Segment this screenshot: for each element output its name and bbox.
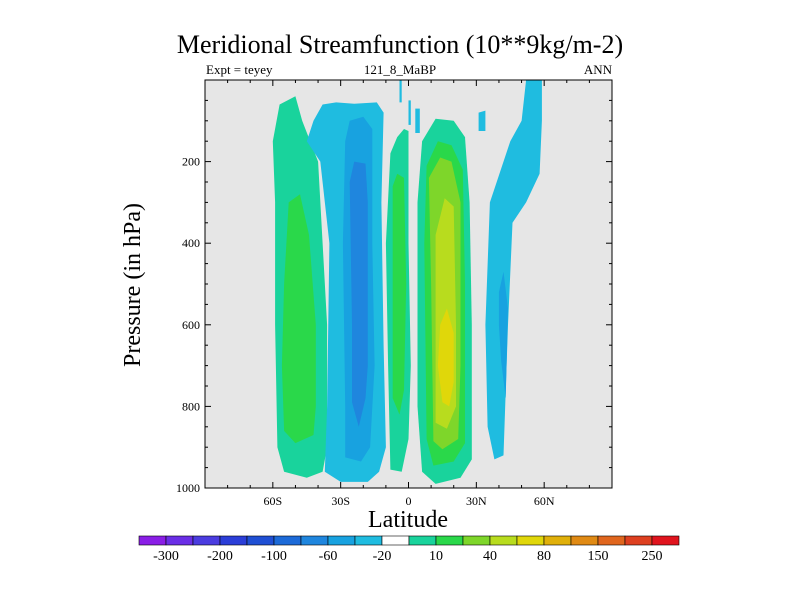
colorbar-swatch bbox=[138, 535, 167, 546]
colorbar-swatch bbox=[597, 535, 626, 546]
run-label: 121_8_MaBP bbox=[363, 62, 437, 77]
colorbar-swatch bbox=[489, 535, 518, 546]
colorbar-swatch bbox=[192, 535, 221, 546]
x-tick-label: 30N bbox=[466, 494, 487, 508]
colorbar-label: -300 bbox=[153, 549, 179, 564]
colorbar-swatch bbox=[219, 535, 248, 546]
chart-title: Meridional Streamfunction (10**9kg/m-2) bbox=[176, 30, 624, 59]
colorbar-swatch bbox=[381, 535, 410, 546]
y-tick-label: 400 bbox=[182, 236, 200, 250]
contour-nh-mid-cell-core bbox=[498, 271, 508, 399]
colorbar-swatch bbox=[408, 535, 437, 546]
x-tick-label: 0 bbox=[406, 494, 412, 508]
experiment-label: Expt = teyey bbox=[206, 62, 273, 77]
x-axis-title: Latitude bbox=[368, 507, 448, 533]
colorbar-label: 150 bbox=[588, 549, 609, 564]
y-tick-label: 1000 bbox=[176, 481, 200, 495]
contour-nh-mid-cell bbox=[485, 80, 542, 460]
colorbar-label: -20 bbox=[373, 549, 392, 564]
plot-area bbox=[205, 80, 612, 488]
x-tick-label: 30S bbox=[331, 494, 350, 508]
colorbar-swatch bbox=[327, 535, 356, 546]
colorbar: -300 -200 -100 -60 -20 10 40 80 150 250 bbox=[138, 535, 680, 564]
y-tick-label: 800 bbox=[182, 399, 200, 413]
colorbar-swatch bbox=[273, 535, 302, 546]
colorbar-label: -200 bbox=[207, 549, 233, 564]
contour-sh-middle-cell-core bbox=[349, 161, 368, 427]
contour-tropics-upper-cyan-a bbox=[399, 80, 402, 103]
colorbar-label: -100 bbox=[261, 549, 287, 564]
y-tick-label: 200 bbox=[182, 155, 200, 169]
contour-sh-outer-cell-core bbox=[281, 194, 316, 444]
colorbar-label: -60 bbox=[319, 549, 338, 564]
colorbar-label: 10 bbox=[429, 549, 443, 564]
colorbar-swatch bbox=[300, 535, 329, 546]
colorbar-swatch bbox=[651, 535, 680, 546]
colorbar-swatch bbox=[570, 535, 599, 546]
contour-tropics-upper-cyan-c bbox=[415, 108, 420, 133]
y-axis-title: Pressure (in hPa) bbox=[120, 203, 146, 367]
colorbar-swatch bbox=[165, 535, 194, 546]
x-tick-label: 60N bbox=[534, 494, 555, 508]
season-label: ANN bbox=[583, 62, 612, 77]
y-tick-label: 600 bbox=[182, 318, 200, 332]
colorbar-swatch bbox=[246, 535, 275, 546]
colorbar-swatch bbox=[516, 535, 545, 546]
colorbar-label: 250 bbox=[642, 549, 663, 564]
colorbar-swatch bbox=[624, 535, 653, 546]
axes: 60S 30S 0 30N 60N 200 400 600 800 1000 bbox=[176, 79, 613, 508]
colorbar-swatch bbox=[462, 535, 491, 546]
colorbar-label: 80 bbox=[537, 549, 551, 564]
colorbar-swatch bbox=[543, 535, 572, 546]
contour-nh-hadley-cell-core bbox=[437, 308, 454, 407]
x-tick-label: 60S bbox=[263, 494, 282, 508]
contour-tropics-upper-cyan-b bbox=[408, 100, 411, 125]
colorbar-swatch bbox=[354, 535, 383, 546]
contour-tropics-sh-strip-core bbox=[392, 173, 407, 415]
colorbar-swatch bbox=[435, 535, 464, 546]
contour-nh-ferrel-top bbox=[478, 110, 486, 131]
colorbar-label: 40 bbox=[483, 549, 497, 564]
